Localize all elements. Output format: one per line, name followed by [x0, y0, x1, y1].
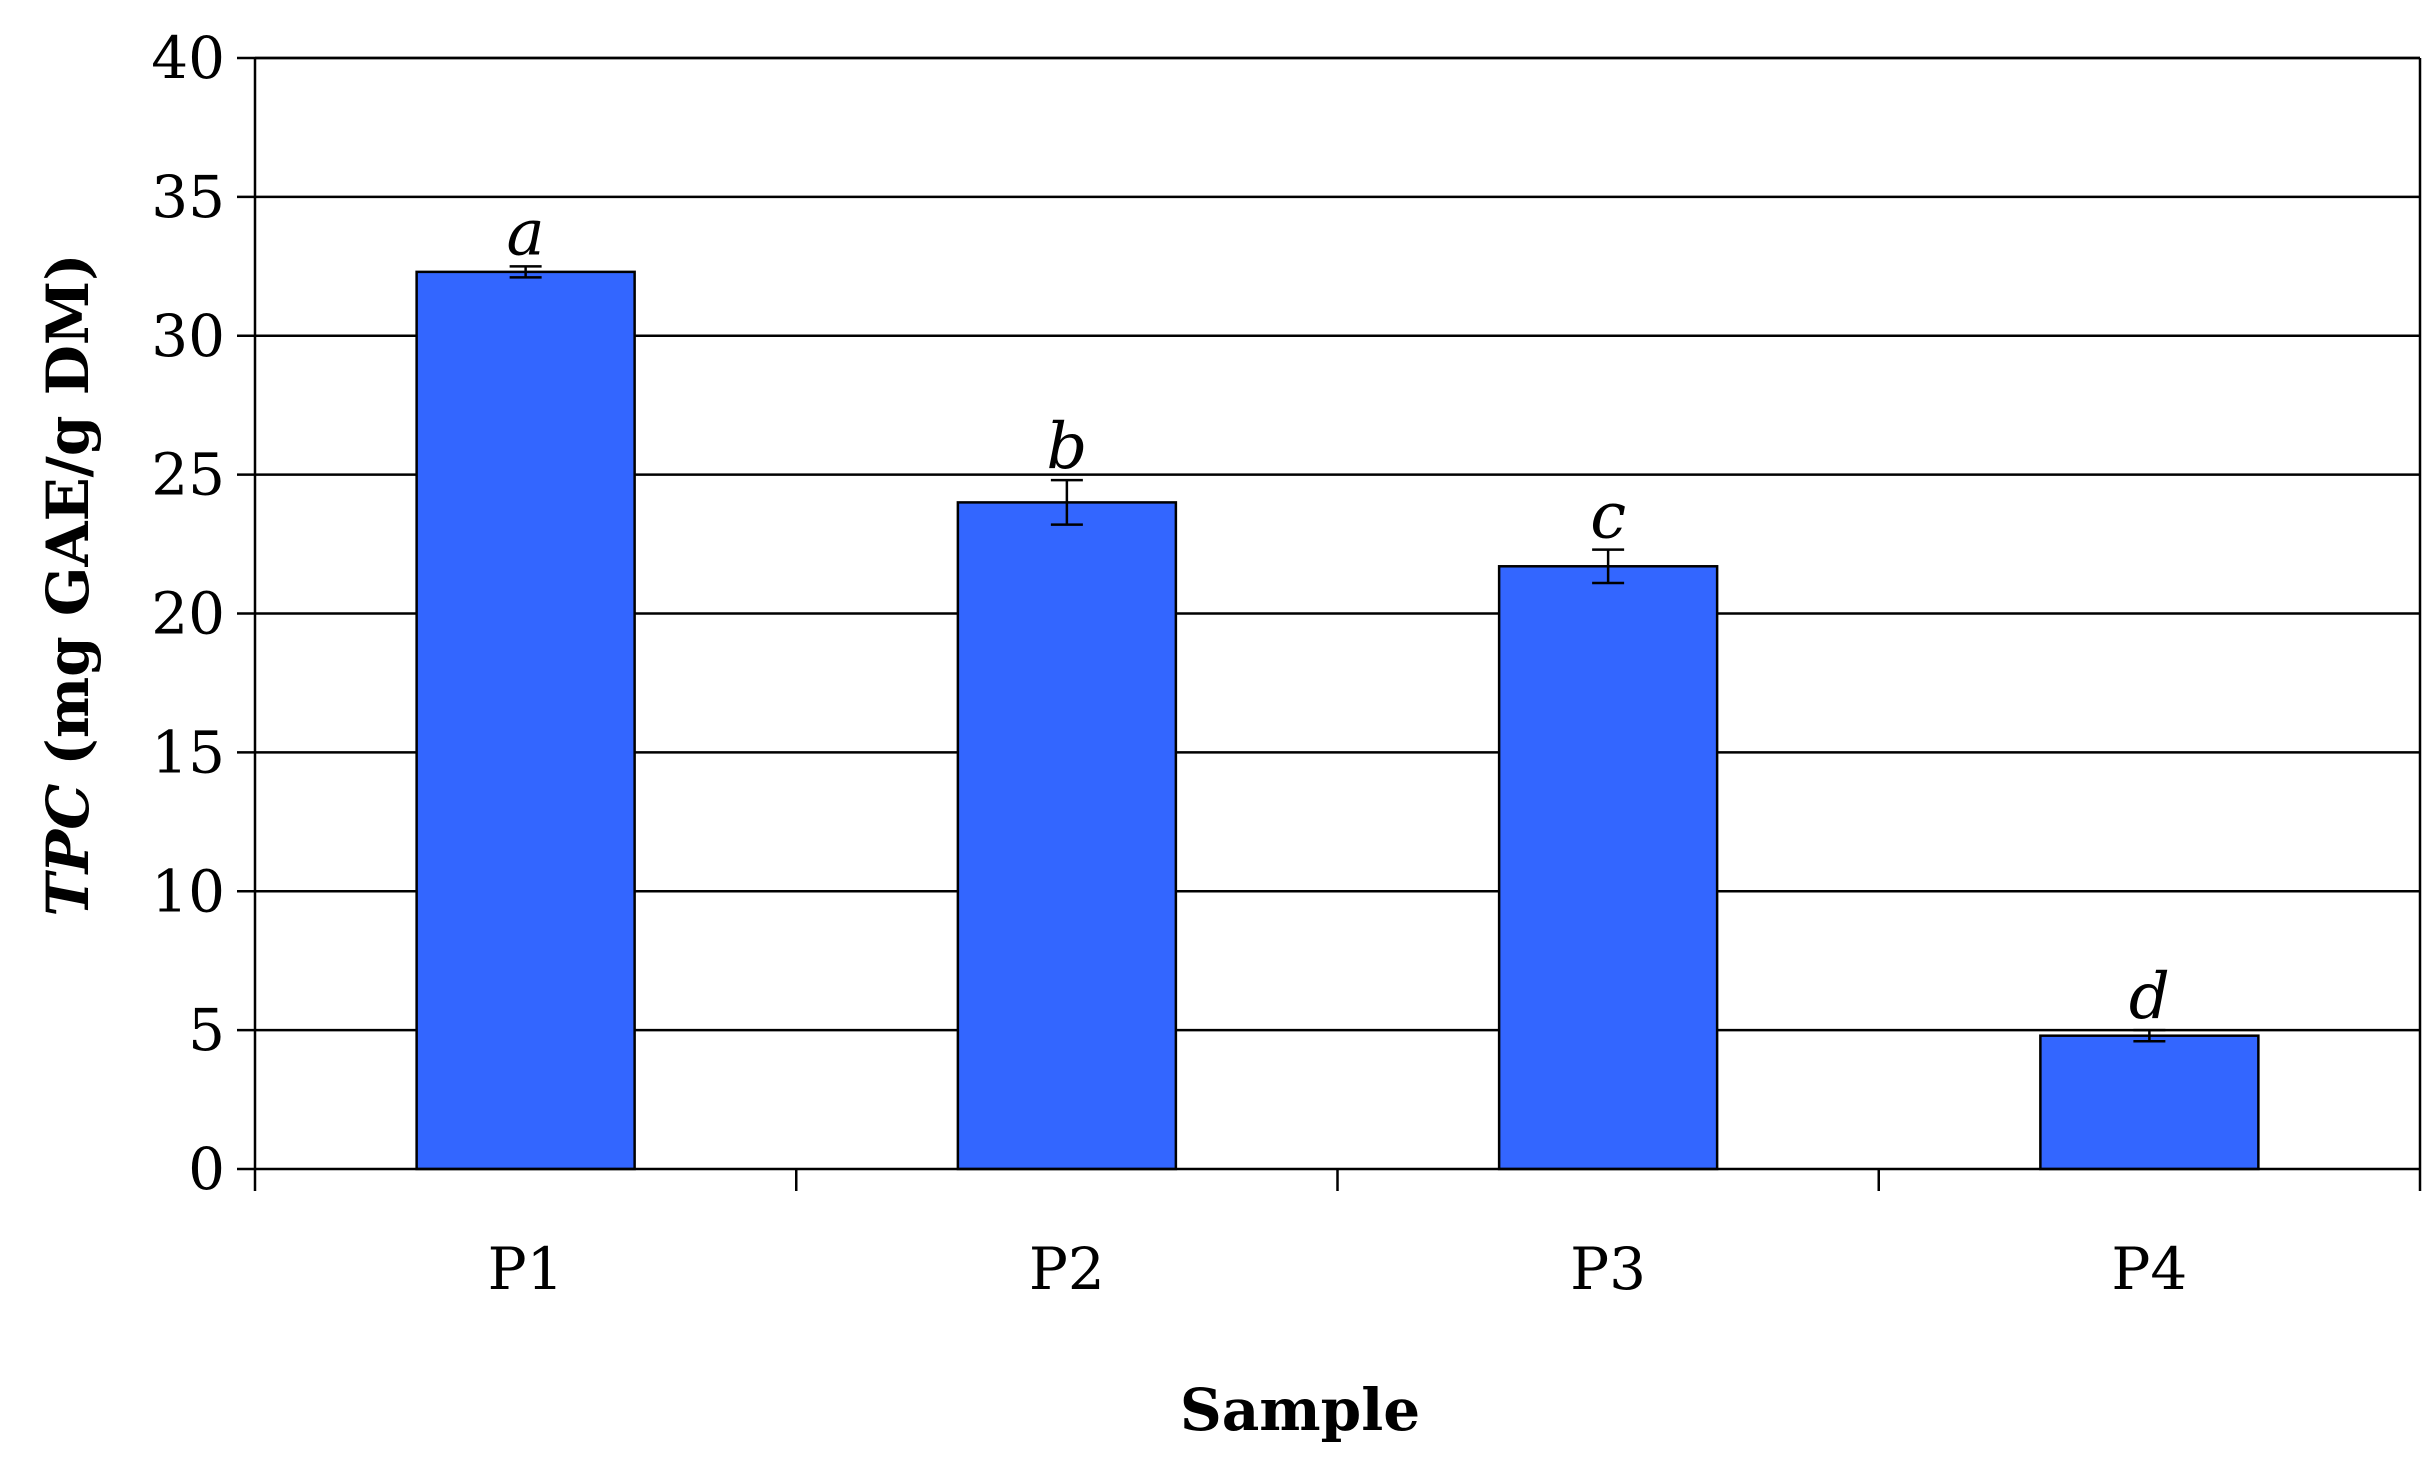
bar-p3 [1497, 565, 1719, 1171]
y-tick-label: 20 [151, 580, 225, 648]
y-tick-label: 30 [151, 302, 225, 370]
tick-labels: 0 5 10 15 20 25 30 35 40 P1 P2 P3 P4 [151, 24, 2187, 1303]
y-tick-label: 35 [151, 163, 225, 231]
y-axis-title: TPC (mg GAE/g DM) [34, 253, 102, 916]
y-axis-title-italic: TPC [34, 784, 102, 917]
y-tick-label: 40 [151, 24, 225, 92]
x-tick-label: P4 [2111, 1235, 2187, 1303]
x-axis-title: Sample [1180, 1376, 1420, 1444]
y-tick-label: 10 [151, 857, 225, 925]
x-tick-label: P2 [1029, 1235, 1105, 1303]
y-tick-label: 5 [188, 996, 225, 1064]
y-tick-label: 15 [151, 718, 225, 786]
significance-labels: a b c d [507, 196, 2170, 1034]
significance-label: c [1590, 480, 1626, 554]
significance-label: b [1046, 410, 1087, 484]
x-tick-label: P1 [488, 1235, 564, 1303]
significance-label: a [507, 196, 545, 270]
bar-p2 [956, 501, 1178, 1171]
x-tick-label: P3 [1570, 1235, 1646, 1303]
y-axis-title-rest: (mg GAE/g DM) [34, 253, 102, 765]
bars [415, 265, 2260, 1171]
y-tick-label: 25 [151, 441, 225, 509]
y-tick-label: 0 [188, 1135, 225, 1203]
bar-p4 [2039, 1034, 2260, 1171]
axes [237, 56, 2422, 1191]
bar-p1 [415, 270, 636, 1171]
significance-label: d [2129, 960, 2170, 1034]
